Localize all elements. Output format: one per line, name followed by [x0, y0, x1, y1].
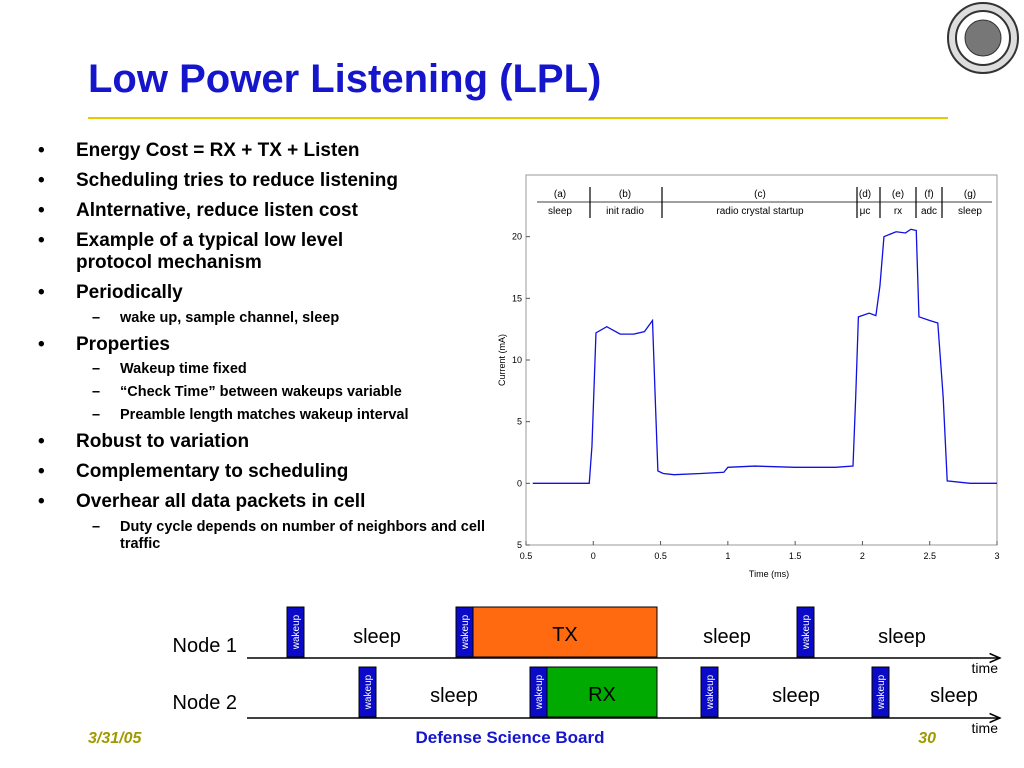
current-trace — [532, 228, 997, 484]
node-label: Node 2 — [173, 692, 238, 714]
sub-bullet: Duty cycle depends on number of neighbor… — [92, 519, 485, 553]
wakeup-label: wakeup — [291, 614, 302, 650]
phase-letter: (c) — [754, 189, 766, 200]
bullet: Alnternative, reduce listen cost — [38, 200, 486, 222]
timeline-diagram: Node 1 Node 2 TX RX sleep sleep sleep sl… — [173, 606, 1001, 736]
x-tick-label: 3 — [994, 551, 999, 561]
y-tick-label: 15 — [512, 293, 522, 303]
wakeup-box — [529, 666, 548, 718]
phase-label: rx — [894, 206, 902, 217]
phase-label: μc — [860, 206, 871, 217]
sub-bullet: wake up, sample channel, sleep — [92, 310, 485, 327]
rx-label: RX — [588, 684, 616, 706]
phase-letter: (g) — [964, 189, 976, 200]
wakeup-label: wakeup — [460, 614, 471, 650]
wakeup-label: wakeup — [534, 674, 545, 710]
phase-label: adc — [921, 206, 937, 217]
title: Low Power Listening (LPL) — [88, 57, 601, 101]
y-axis-label: Current (mA) — [497, 334, 507, 386]
wakeup-box — [286, 606, 305, 658]
tx-box — [472, 606, 658, 658]
x-tick-label: 2.5 — [923, 551, 936, 561]
wakeup-label: wakeup — [705, 674, 716, 710]
wakeup-label: wakeup — [801, 614, 812, 650]
x-tick-label: 0.5 — [654, 551, 667, 561]
wakeup-box — [700, 666, 719, 718]
wakeup-box — [358, 666, 377, 718]
chart: Time (ms) Current (mA) 0.5 0 0.5 1 1.5 2 2.5 3 5… — [497, 174, 1000, 579]
bullet: Energy Cost = RX + TX + Listen — [38, 140, 486, 162]
y-tick-label: 5 — [517, 417, 522, 427]
sleep-label: sleep — [353, 626, 401, 648]
x-axis-label: Time (ms) — [749, 569, 789, 579]
phase-label: sleep — [548, 206, 572, 217]
sub-bullet: Wakeup time fixed — [92, 361, 485, 378]
sub-bullet: Preamble length matches wakeup interval — [92, 407, 485, 424]
x-tick-label: 1 — [725, 551, 730, 561]
node-label: Node 1 — [173, 635, 238, 657]
phase-label: sleep — [958, 206, 982, 217]
footer-org: Defense Science Board — [416, 728, 605, 747]
footer-page: 30 — [918, 730, 936, 747]
sub-bullet: “Check Time” between wakeups variable — [92, 384, 485, 401]
sleep-label: sleep — [430, 685, 478, 707]
plot-frame — [525, 174, 998, 546]
time-label: time — [972, 720, 999, 736]
phase-letter: (a) — [554, 189, 566, 200]
y-tick-label: 5 — [517, 540, 522, 550]
logo — [947, 2, 1019, 74]
y-tick-label: 10 — [512, 355, 522, 365]
bullet: Scheduling tries to reduce listening — [38, 170, 486, 192]
sleep-label: sleep — [878, 626, 926, 648]
x-tick-label: 2 — [860, 551, 865, 561]
x-tick-label: 0 — [591, 551, 596, 561]
tx-label: TX — [552, 624, 578, 646]
sleep-label: sleep — [703, 626, 751, 648]
bullet: Properties — [38, 334, 486, 356]
footer-date: 3/31/05 — [88, 730, 142, 747]
sleep-label: sleep — [772, 685, 820, 707]
rx-box — [546, 666, 658, 718]
bullet: Robust to variation — [38, 431, 486, 453]
bullet: Periodically — [38, 282, 486, 304]
time-label: time — [972, 660, 999, 676]
y-tick-label: 20 — [512, 232, 522, 242]
wakeup-box — [871, 666, 890, 718]
phase-letter: (f) — [924, 189, 933, 200]
sleep-label: sleep — [930, 685, 978, 707]
y-tick-label: 0 — [517, 478, 522, 488]
x-tick-label: 0.5 — [520, 551, 533, 561]
wakeup-box — [796, 606, 815, 658]
wakeup-label: wakeup — [876, 674, 887, 710]
phase-letter: (d) — [859, 189, 871, 200]
wakeup-box — [455, 606, 474, 658]
phase-label: radio crystal startup — [716, 206, 804, 217]
phase-letter: (e) — [892, 189, 904, 200]
bullet: Overhear all data packets in cell — [38, 491, 486, 513]
bullet: Example of a typical low level protocol … — [38, 230, 416, 274]
x-tick-label: 1.5 — [789, 551, 802, 561]
phase-letter: (b) — [619, 189, 631, 200]
wakeup-label: wakeup — [363, 674, 374, 710]
bullet: Complementary to scheduling — [38, 461, 486, 483]
phase-label: init radio — [606, 206, 644, 217]
